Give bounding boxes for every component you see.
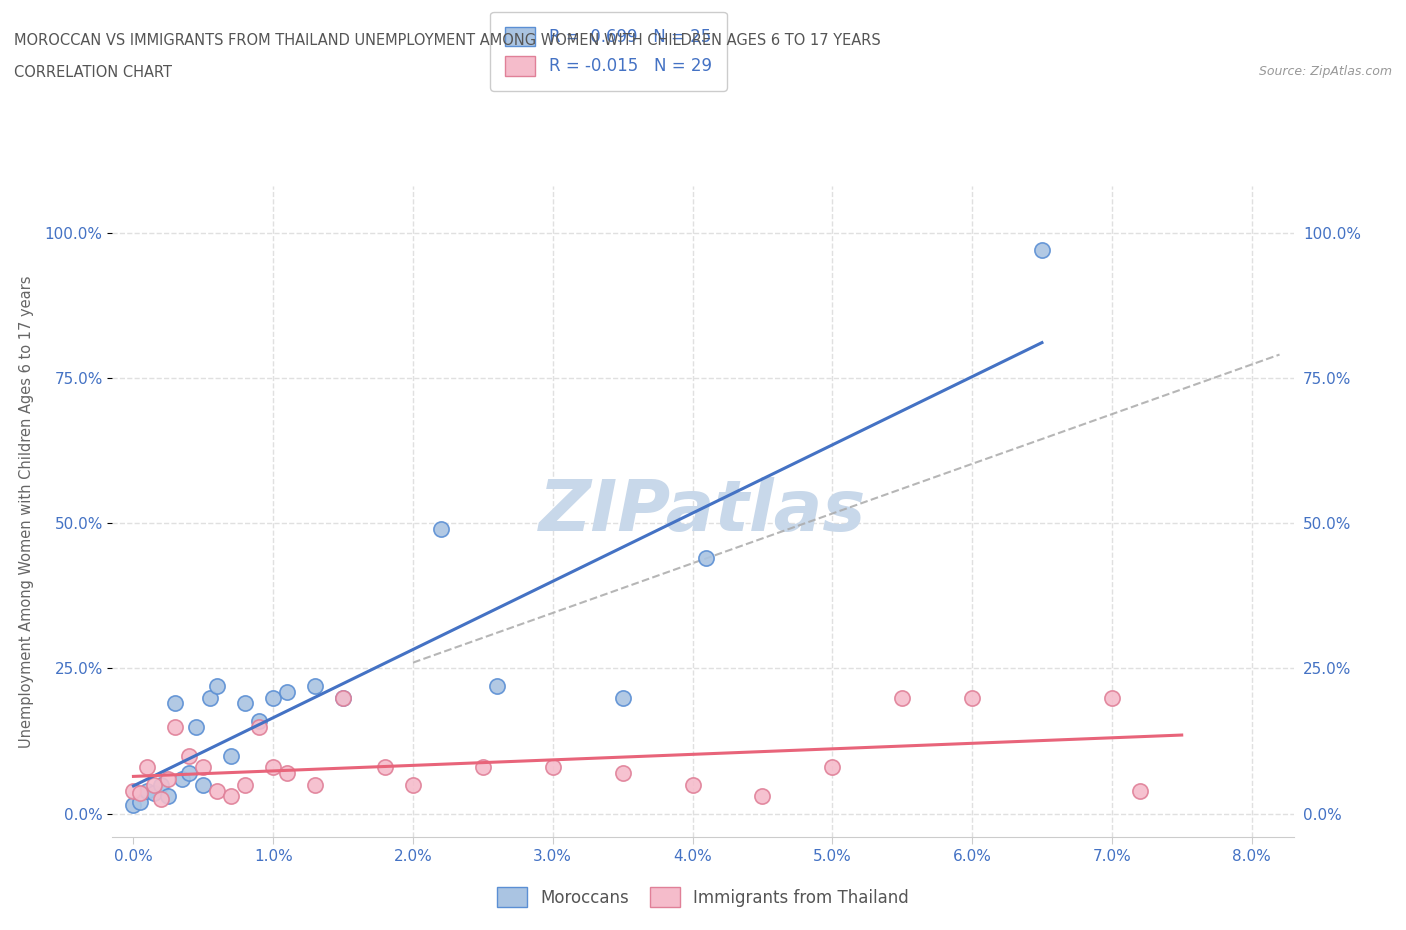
Text: CORRELATION CHART: CORRELATION CHART <box>14 65 172 80</box>
Point <box>136 783 159 798</box>
Point <box>193 760 215 775</box>
Point <box>150 777 173 792</box>
Point <box>374 760 396 775</box>
Point <box>1101 690 1123 705</box>
Point <box>332 690 354 705</box>
Point <box>179 748 201 763</box>
Point <box>612 690 634 705</box>
Point <box>129 794 152 809</box>
Point <box>332 690 354 705</box>
Point <box>186 719 208 734</box>
Text: Source: ZipAtlas.com: Source: ZipAtlas.com <box>1258 65 1392 78</box>
Point <box>485 679 508 694</box>
Point <box>1129 783 1152 798</box>
Point <box>233 696 256 711</box>
Point <box>262 760 284 775</box>
Point <box>541 760 564 775</box>
Text: MOROCCAN VS IMMIGRANTS FROM THAILAND UNEMPLOYMENT AMONG WOMEN WITH CHILDREN AGES: MOROCCAN VS IMMIGRANTS FROM THAILAND UNE… <box>14 33 880 47</box>
Point <box>150 791 173 806</box>
Point <box>129 786 152 801</box>
Point <box>262 690 284 705</box>
Point <box>165 719 187 734</box>
Point <box>179 765 201 780</box>
Point <box>165 696 187 711</box>
Point <box>612 765 634 780</box>
Point <box>122 798 145 813</box>
Point <box>471 760 494 775</box>
Point <box>304 679 326 694</box>
Point <box>276 765 298 780</box>
Point <box>821 760 844 775</box>
Point <box>233 777 256 792</box>
Point <box>193 777 215 792</box>
Point <box>304 777 326 792</box>
Legend: Moroccans, Immigrants from Thailand: Moroccans, Immigrants from Thailand <box>491 881 915 913</box>
Point <box>960 690 983 705</box>
Point <box>207 679 229 694</box>
Point <box>207 783 229 798</box>
Point <box>247 719 270 734</box>
Point <box>122 783 145 798</box>
Point <box>1031 243 1053 258</box>
Point <box>751 789 773 804</box>
Point <box>143 777 166 792</box>
Point <box>136 760 159 775</box>
Point <box>200 690 222 705</box>
Text: ZIPatlas: ZIPatlas <box>540 477 866 546</box>
Point <box>219 748 242 763</box>
Point <box>402 777 425 792</box>
Point <box>143 786 166 801</box>
Point <box>172 772 194 787</box>
Point <box>219 789 242 804</box>
Point <box>247 713 270 728</box>
Y-axis label: Unemployment Among Women with Children Ages 6 to 17 years: Unemployment Among Women with Children A… <box>18 275 34 748</box>
Point <box>891 690 914 705</box>
Point <box>695 551 717 565</box>
Point <box>430 522 453 537</box>
Point <box>682 777 704 792</box>
Point <box>276 684 298 699</box>
Point <box>157 789 180 804</box>
Point <box>157 772 180 787</box>
